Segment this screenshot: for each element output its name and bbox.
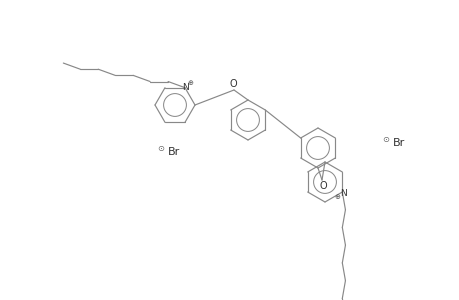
Text: Br: Br [168, 147, 180, 157]
Text: O: O [319, 181, 326, 191]
Text: N: N [182, 83, 189, 92]
Text: Br: Br [392, 138, 404, 148]
Text: ⊙: ⊙ [382, 134, 389, 143]
Text: ⊙: ⊙ [157, 143, 164, 152]
Text: O: O [229, 79, 236, 89]
Text: ⊕: ⊕ [334, 194, 340, 200]
Text: ⊕: ⊕ [187, 80, 192, 86]
Text: N: N [339, 188, 346, 197]
